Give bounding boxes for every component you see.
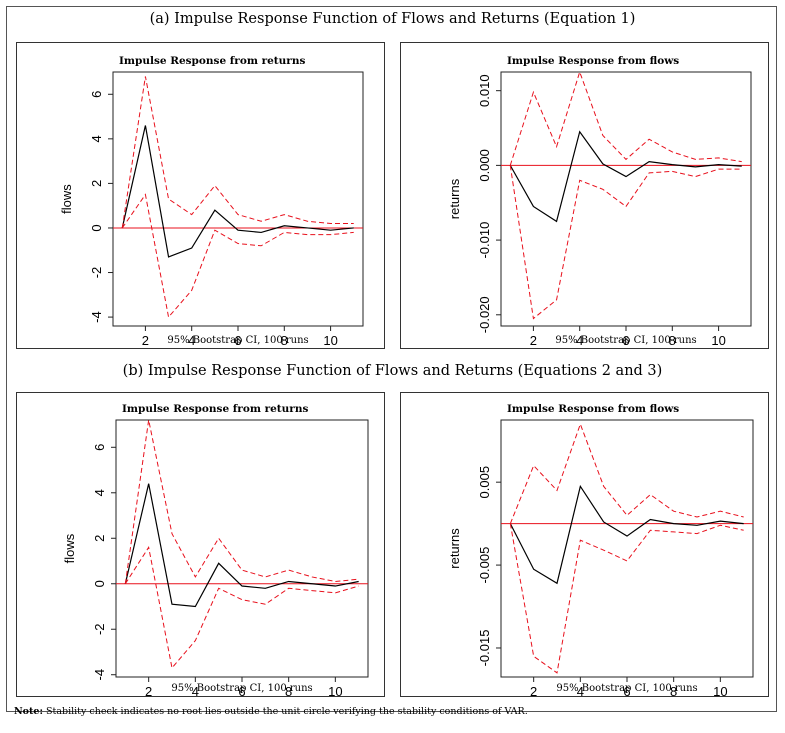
- section-a-title: (a) Impulse Response Function of Flows a…: [149, 11, 636, 27]
- chart-title: Impulse Response from returns: [122, 403, 308, 415]
- response-line: [121, 125, 354, 258]
- chart-svg: Impulse Response from returns 2 4 6 8 10 -4 -2 0…: [59, 55, 364, 348]
- lower-ci-line: [509, 165, 742, 320]
- x-axis-caption: 95% Bootstrap CI, 100 runs: [171, 683, 312, 694]
- x-tick-label: 2: [145, 684, 152, 698]
- x-tick-label: 6: [234, 333, 241, 348]
- plot-box: [500, 419, 754, 678]
- x-tick-label: 6: [623, 684, 630, 698]
- response-line: [124, 483, 359, 608]
- y-tick-label: -4: [89, 311, 104, 323]
- y-tick-label: 0.000: [477, 149, 492, 182]
- response-line: [509, 130, 742, 223]
- y-tick-label: 6: [89, 91, 104, 98]
- y-tick-label: 0: [92, 580, 107, 587]
- note: Note: Stability check indicates no root …: [14, 706, 528, 717]
- y-tick-label: 2: [89, 180, 104, 187]
- y-tick-label: 0: [89, 224, 104, 231]
- upper-ci-line: [509, 422, 744, 524]
- y-tick-label: -0.015: [477, 630, 492, 667]
- y-tick-label: 0.005: [477, 466, 492, 499]
- upper-ci-line: [509, 70, 742, 166]
- x-tick-label: 10: [713, 684, 727, 698]
- x-tick-label: 4: [188, 333, 195, 348]
- lower-ci-line: [124, 546, 359, 670]
- chart-title: Impulse Response from returns: [119, 55, 305, 67]
- x-tick-label: 4: [192, 684, 199, 698]
- chart-panel-b-returns: Impulse Response from flows 2 4 6 8 10 -0.015 -…: [400, 392, 769, 698]
- x-tick-label: 2: [530, 684, 537, 698]
- y-axis-label: returns: [447, 178, 462, 219]
- chart-svg: Impulse Response from returns 2 4 6 8 10 -4 -2 0…: [62, 403, 369, 698]
- x-tick-label: 4: [577, 684, 584, 698]
- lower-ci-line: [509, 523, 744, 674]
- plot-box: [112, 71, 364, 327]
- x-axis-caption: 95% Bootstrap CI, 100 runs: [167, 335, 308, 346]
- chart-title: Impulse Response from flows: [507, 55, 679, 67]
- x-tick-label: 4: [576, 333, 583, 348]
- x-tick-label: 2: [142, 333, 149, 348]
- y-tick-label: -0.010: [477, 222, 492, 259]
- y-axis-label: flows: [59, 184, 74, 214]
- y-tick-label: -0.005: [477, 547, 492, 584]
- chart-title: Impulse Response from flows: [507, 403, 679, 415]
- plot-box: [500, 71, 752, 327]
- x-tick-label: 2: [530, 333, 537, 348]
- response-line: [509, 484, 744, 585]
- plot-box: [115, 419, 369, 678]
- chart-svg: Impulse Response from flows 2 4 6 8 10 -0.020 -…: [447, 55, 752, 348]
- note-text: Stability check indicates no root lies o…: [46, 706, 528, 717]
- x-tick-label: 8: [669, 333, 676, 348]
- x-tick-label: 8: [670, 684, 677, 698]
- chart-panel-a-flows: Impulse Response from returns 2 4 6 8 10 -4 -2 0…: [16, 42, 385, 349]
- upper-ci-line: [124, 419, 359, 584]
- y-axis-label: returns: [447, 528, 462, 569]
- x-tick-label: 10: [711, 333, 725, 348]
- lower-ci-line: [121, 193, 354, 319]
- chart-panel-b-flows: Impulse Response from returns 2 4 6 8 10 -4 -2 0…: [16, 392, 385, 698]
- figure-frame: [6, 6, 777, 712]
- upper-ci-line: [121, 76, 354, 229]
- x-tick-label: 8: [285, 684, 292, 698]
- section-b-title: (b) Impulse Response Function of Flows a…: [122, 363, 663, 379]
- y-tick-label: -2: [92, 623, 107, 635]
- y-tick-label: 4: [89, 135, 104, 142]
- y-tick-label: -2: [89, 267, 104, 279]
- x-tick-label: 6: [622, 333, 629, 348]
- y-axis-label: flows: [62, 533, 77, 563]
- chart-panel-a-returns: Impulse Response from flows 2 4 6 8 10 -0.020 -…: [400, 42, 769, 349]
- chart-svg: Impulse Response from flows 2 4 6 8 10 -0.015 -…: [447, 403, 754, 698]
- x-axis-caption: 95% Bootstrap CI, 100 runs: [555, 335, 696, 346]
- y-tick-label: -4: [92, 669, 107, 681]
- note-label: Note:: [14, 706, 43, 717]
- y-tick-label: 4: [92, 489, 107, 496]
- x-tick-label: 10: [323, 333, 337, 348]
- y-tick-label: 2: [92, 535, 107, 542]
- x-tick-label: 6: [238, 684, 245, 698]
- y-tick-label: -0.020: [477, 296, 492, 333]
- y-tick-label: 6: [92, 444, 107, 451]
- x-tick-label: 8: [281, 333, 288, 348]
- y-tick-label: 0.010: [477, 74, 492, 107]
- x-tick-label: 10: [328, 684, 342, 698]
- x-axis-caption: 95% Bootstrap CI, 100 runs: [556, 683, 697, 694]
